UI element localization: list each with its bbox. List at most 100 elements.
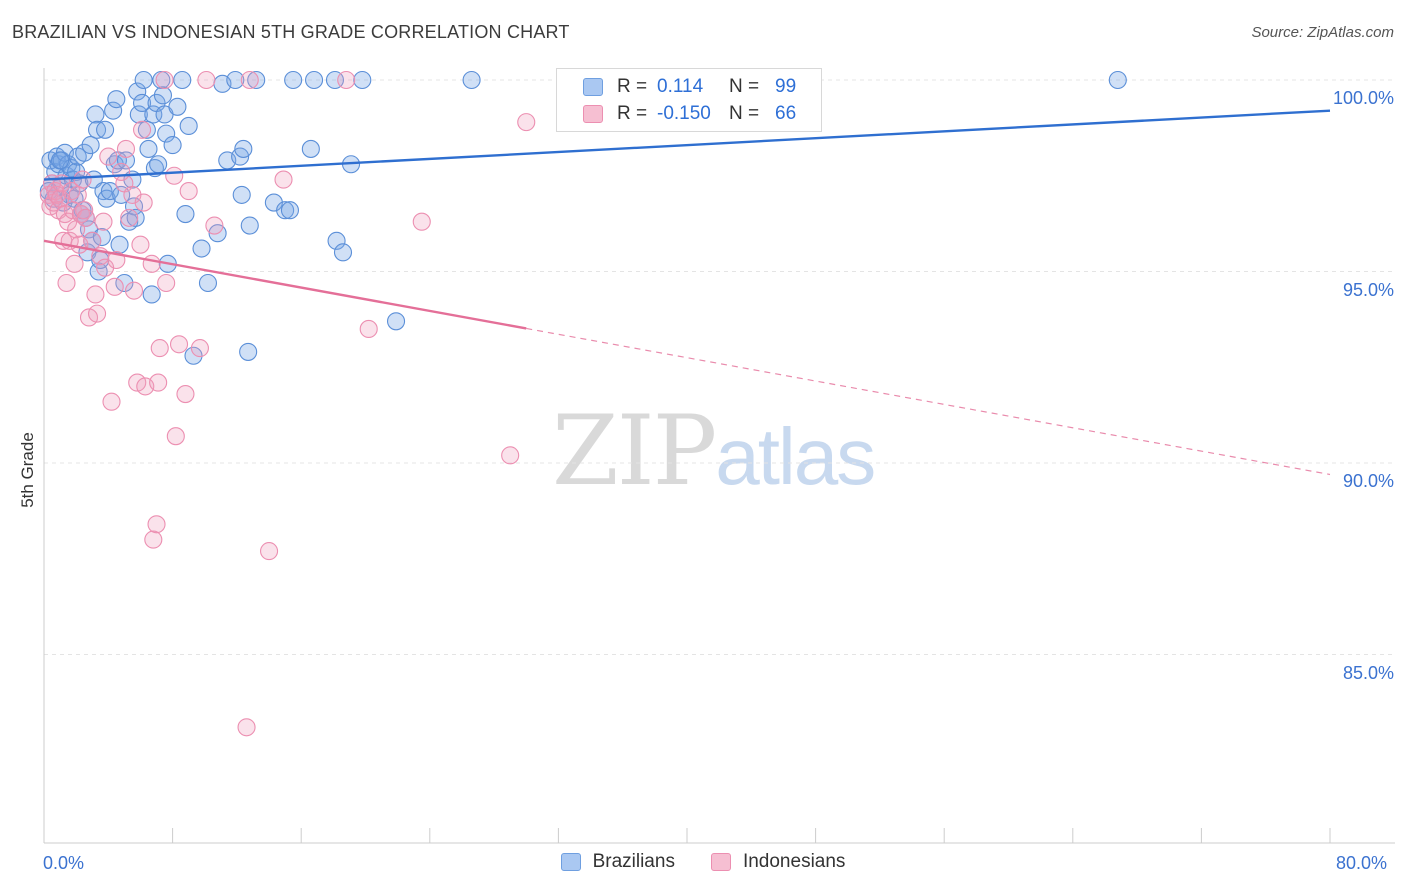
data-point bbox=[247, 70, 266, 90]
watermark: ZIPatlas bbox=[552, 395, 876, 507]
data-point bbox=[149, 373, 168, 392]
data-point bbox=[337, 70, 356, 90]
watermark-zip: ZIP bbox=[552, 395, 717, 507]
data-point bbox=[137, 120, 156, 139]
data-point bbox=[163, 136, 182, 155]
y-tick-label: 85.0% bbox=[1342, 662, 1394, 683]
legend-label-brazilians: Brazilians bbox=[592, 851, 675, 872]
data-point bbox=[153, 86, 173, 105]
data-point bbox=[115, 273, 134, 293]
data-point bbox=[333, 243, 353, 262]
data-point bbox=[87, 304, 107, 323]
legend-n-label: N = bbox=[729, 103, 760, 124]
y-tick-label: 90.0% bbox=[1342, 471, 1394, 491]
axes bbox=[43, 68, 1395, 844]
data-point bbox=[1108, 70, 1127, 90]
data-point bbox=[147, 515, 166, 534]
data-point bbox=[75, 201, 94, 220]
data-point bbox=[517, 113, 536, 132]
data-point bbox=[412, 212, 431, 231]
data-point bbox=[68, 185, 87, 204]
trend-line bbox=[43, 239, 527, 330]
data-point bbox=[96, 120, 115, 139]
data-point bbox=[353, 70, 372, 90]
data-point bbox=[301, 139, 320, 158]
data-point bbox=[462, 70, 481, 90]
data-point bbox=[142, 254, 161, 273]
data-point bbox=[57, 273, 76, 293]
trend-lines bbox=[43, 109, 1331, 476]
series-legend: Brazilians Indonesians bbox=[0, 851, 1406, 873]
legend-swatch-indonesians bbox=[710, 853, 731, 871]
y-tick-label: 95.0% bbox=[1342, 279, 1394, 300]
data-point bbox=[305, 70, 324, 90]
data-point bbox=[239, 342, 258, 361]
data-point bbox=[234, 139, 253, 158]
legend-r-value: -0.150 bbox=[657, 103, 711, 124]
data-point bbox=[133, 120, 152, 139]
data-point bbox=[100, 182, 119, 201]
grid-lines bbox=[44, 79, 1395, 655]
stats-legend: R = 0.114 N = 99 R = -0.150 N = 66 bbox=[556, 68, 822, 132]
data-point bbox=[133, 93, 152, 113]
data-point bbox=[197, 70, 216, 90]
data-point bbox=[94, 212, 113, 231]
data-point bbox=[232, 185, 251, 204]
data-point bbox=[190, 339, 209, 358]
data-point bbox=[276, 201, 295, 220]
data-point bbox=[144, 530, 163, 549]
y-tick-label: 100.0% bbox=[1332, 88, 1394, 108]
data-point bbox=[134, 70, 153, 90]
legend-item-indonesians[interactable]: Indonesians bbox=[710, 851, 845, 873]
chart-source: Source: ZipAtlas.com bbox=[1251, 24, 1394, 41]
data-point bbox=[99, 147, 118, 166]
data-point bbox=[131, 235, 150, 254]
data-point bbox=[284, 70, 303, 90]
legend-swatch-brazilians bbox=[560, 853, 581, 871]
legend-r-value: 0.114 bbox=[657, 76, 704, 97]
trend-line bbox=[43, 109, 1331, 181]
data-point bbox=[86, 105, 105, 124]
data-point bbox=[116, 139, 136, 158]
data-point bbox=[149, 155, 168, 174]
legend-row-indonesians: R = -0.150 N = 66 bbox=[583, 101, 796, 127]
data-point bbox=[65, 254, 84, 273]
data-point bbox=[73, 170, 92, 189]
data-point bbox=[184, 346, 203, 365]
data-point bbox=[166, 427, 185, 446]
data-point bbox=[386, 312, 406, 331]
data-point bbox=[237, 718, 256, 737]
chart-title: BRAZILIAN VS INDONESIAN 5TH GRADE CORREL… bbox=[12, 22, 570, 42]
data-point bbox=[198, 273, 218, 293]
data-point bbox=[126, 208, 145, 227]
legend-n-label: N = bbox=[729, 76, 760, 97]
data-point bbox=[142, 285, 161, 304]
data-point bbox=[169, 335, 189, 354]
data-point bbox=[274, 170, 293, 189]
data-point bbox=[124, 281, 144, 300]
data-point bbox=[86, 285, 105, 304]
data-point bbox=[83, 231, 102, 250]
data-point bbox=[107, 90, 126, 109]
data-point bbox=[179, 116, 198, 136]
data-point bbox=[327, 231, 346, 250]
data-point bbox=[155, 70, 174, 90]
legend-swatch-pink bbox=[583, 105, 603, 123]
data-point bbox=[129, 105, 148, 124]
data-point bbox=[102, 392, 121, 411]
legend-swatch-blue bbox=[583, 78, 603, 96]
data-point bbox=[240, 216, 259, 235]
data-point bbox=[176, 385, 195, 404]
data-point bbox=[92, 227, 111, 247]
watermark-atlas: atlas bbox=[715, 412, 876, 501]
data-point bbox=[168, 97, 187, 116]
data-point bbox=[67, 162, 86, 181]
legend-r-label: R = bbox=[617, 103, 648, 124]
x-tick-max: 80.0% bbox=[1336, 853, 1388, 873]
data-point bbox=[165, 166, 184, 185]
legend-n-value: 99 bbox=[775, 76, 797, 97]
x-tick-min: 0.0% bbox=[43, 853, 85, 873]
legend-item-brazilians[interactable]: Brazilians bbox=[560, 851, 675, 873]
legend-n-value: 66 bbox=[775, 103, 797, 124]
